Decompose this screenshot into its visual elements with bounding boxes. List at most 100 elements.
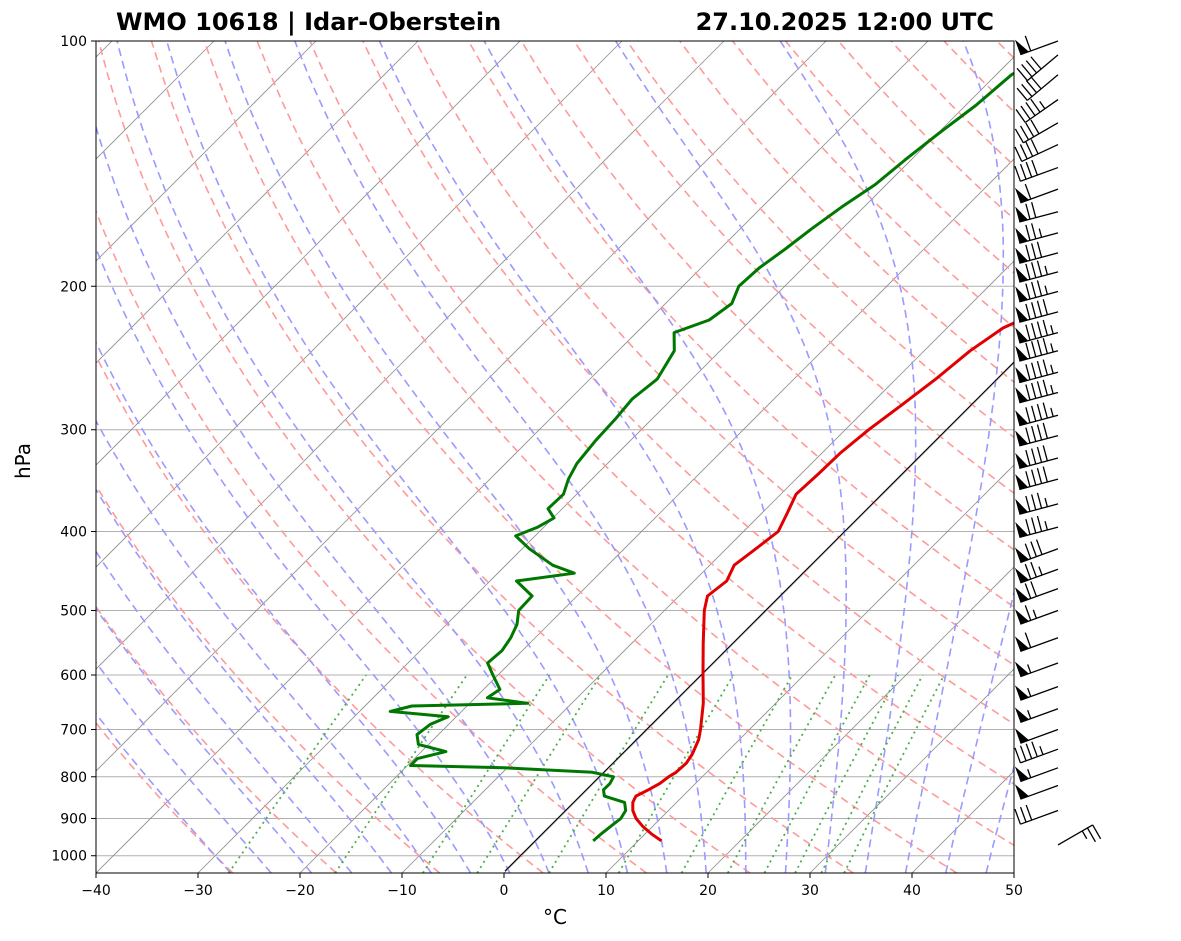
- wind-barb-flag: [1030, 119, 1040, 135]
- wind-barb-shaft: [1019, 331, 1059, 344]
- isotherm--30: [197, 56, 1014, 873]
- wind-barb-flag: [1025, 203, 1031, 220]
- wind-barb-flag: [1035, 539, 1043, 555]
- wind-barb-flag: [1042, 319, 1049, 336]
- title-station: WMO 10618 | Idar-Oberstein: [116, 8, 501, 36]
- wind-barb-pennant: [1014, 685, 1029, 701]
- wind-barb: [1014, 661, 1059, 678]
- dewpoint-profile: [388, 71, 1014, 843]
- wind-barb-flag: [1025, 60, 1038, 74]
- wind-barb-flag: [1042, 359, 1049, 376]
- wind-barb: [1014, 784, 1059, 800]
- wind-barb-pennant: [1014, 609, 1029, 625]
- y-tick-label: 600: [60, 668, 87, 684]
- wind-barb: [1015, 260, 1059, 283]
- wind-barb-shaft: [1019, 252, 1059, 264]
- wind-barb-flag: [1031, 159, 1038, 176]
- wind-barb: [1015, 241, 1059, 264]
- wind-barb: [1014, 183, 1059, 204]
- wind-barb-flag: [1025, 263, 1031, 280]
- mixing-ratio-line: [843, 674, 945, 873]
- wind-barb: [1014, 159, 1059, 182]
- isotherm--40: [96, 41, 929, 873]
- wind-barb-flag: [1030, 76, 1042, 90]
- wind-barb-pennant: [1014, 784, 1029, 800]
- x-tick-label: 10: [597, 883, 615, 899]
- wind-barb-flag: [1036, 339, 1043, 356]
- wind-barb-pennant: [1015, 286, 1029, 302]
- wind-barb-flag: [1036, 321, 1043, 338]
- dry-adiabat: [256, 41, 1014, 847]
- isotherm--80: [96, 41, 521, 466]
- wind-barb-flag: [1014, 808, 1022, 825]
- wind-barb-flag: [1036, 241, 1043, 258]
- dry-adiabat: [97, 41, 751, 873]
- isotherm--60: [96, 41, 725, 670]
- wind-barb-flag: [1014, 146, 1023, 162]
- wind-barb-shaft: [1019, 478, 1059, 491]
- moist-adiabat: [779, 41, 917, 873]
- wind-barb-flag: [1031, 223, 1037, 240]
- wind-barb-pennant: [1014, 39, 1029, 55]
- isotherm--100: [96, 41, 317, 262]
- dry-adiabat: [96, 605, 337, 873]
- wind-barb-flag: [1025, 495, 1031, 512]
- moist-adiabat: [96, 550, 353, 873]
- wind-barb: [1015, 492, 1059, 515]
- wind-barb-flag: [1030, 98, 1041, 113]
- wind-barb-pennant: [1014, 587, 1029, 603]
- wind-barb-shaft: [1021, 143, 1059, 163]
- wind-barb-pennant: [1015, 345, 1029, 362]
- wind-barb-flag: [1024, 563, 1032, 580]
- wind-barb-flag: [1025, 283, 1031, 300]
- wind-barb-half-flag: [1050, 384, 1054, 394]
- wind-barb-flag: [1031, 382, 1037, 399]
- wind-barb-pennant: [1015, 327, 1029, 343]
- mixing-ratio-line: [548, 674, 669, 873]
- wind-barb-flag: [1042, 402, 1049, 419]
- wind-barb-flag: [1036, 467, 1043, 484]
- wind-barb-flag: [1019, 745, 1027, 762]
- wind-barb-pennant: [1014, 187, 1029, 203]
- moist-adiabat: [96, 246, 511, 873]
- wind-barb-half-flag: [1038, 228, 1043, 238]
- dry-adiabat: [414, 41, 1014, 667]
- wind-barb: [1014, 728, 1059, 744]
- wind-barb-flag: [1031, 517, 1037, 534]
- dry-adiabat: [96, 208, 647, 873]
- moist-adiabat: [294, 41, 707, 873]
- wind-barb-flag: [1031, 405, 1037, 422]
- wind-barb-flag: [1025, 518, 1031, 535]
- wind-barb-flag: [1024, 605, 1032, 621]
- wind-barb: [1015, 359, 1059, 384]
- wind-barb-pennant: [1015, 227, 1029, 244]
- x-tick-label: 30: [801, 883, 819, 899]
- moist-adiabat: [96, 712, 232, 873]
- dry-adiabat: [96, 484, 441, 873]
- wind-barb-flag: [1031, 469, 1037, 486]
- wind-barb-flag: [1025, 743, 1033, 759]
- wind-barb-half-flag: [1038, 566, 1043, 576]
- wind-barb-shaft: [1020, 809, 1059, 825]
- wind-barb: [1014, 741, 1059, 764]
- mixing-ratio-line: [680, 674, 794, 873]
- wind-barb-flag: [1014, 165, 1022, 182]
- mixing-ratio-lines: [227, 674, 945, 873]
- isotherm-0: [503, 362, 1014, 873]
- wind-barb: [1015, 98, 1059, 124]
- wind-barb-shaft: [1024, 99, 1059, 124]
- wind-barb: [1016, 74, 1059, 101]
- wind-barb-half-flag: [1050, 364, 1054, 374]
- wind-barb-half-flag: [1027, 664, 1032, 674]
- wind-barb-flag: [1036, 360, 1043, 377]
- wind-barb-flag: [1016, 87, 1028, 101]
- wind-barb: [1014, 539, 1059, 564]
- wind-barb: [1015, 337, 1059, 362]
- wind-barb-flag: [1025, 342, 1031, 359]
- y-tick-label: 1000: [51, 849, 87, 865]
- moist-adiabat: [96, 340, 472, 873]
- x-tick-label: −20: [285, 883, 315, 899]
- wind-barb-flag: [1042, 445, 1049, 462]
- wind-barb-half-flag: [1044, 265, 1049, 275]
- wind-barb: [1015, 280, 1059, 303]
